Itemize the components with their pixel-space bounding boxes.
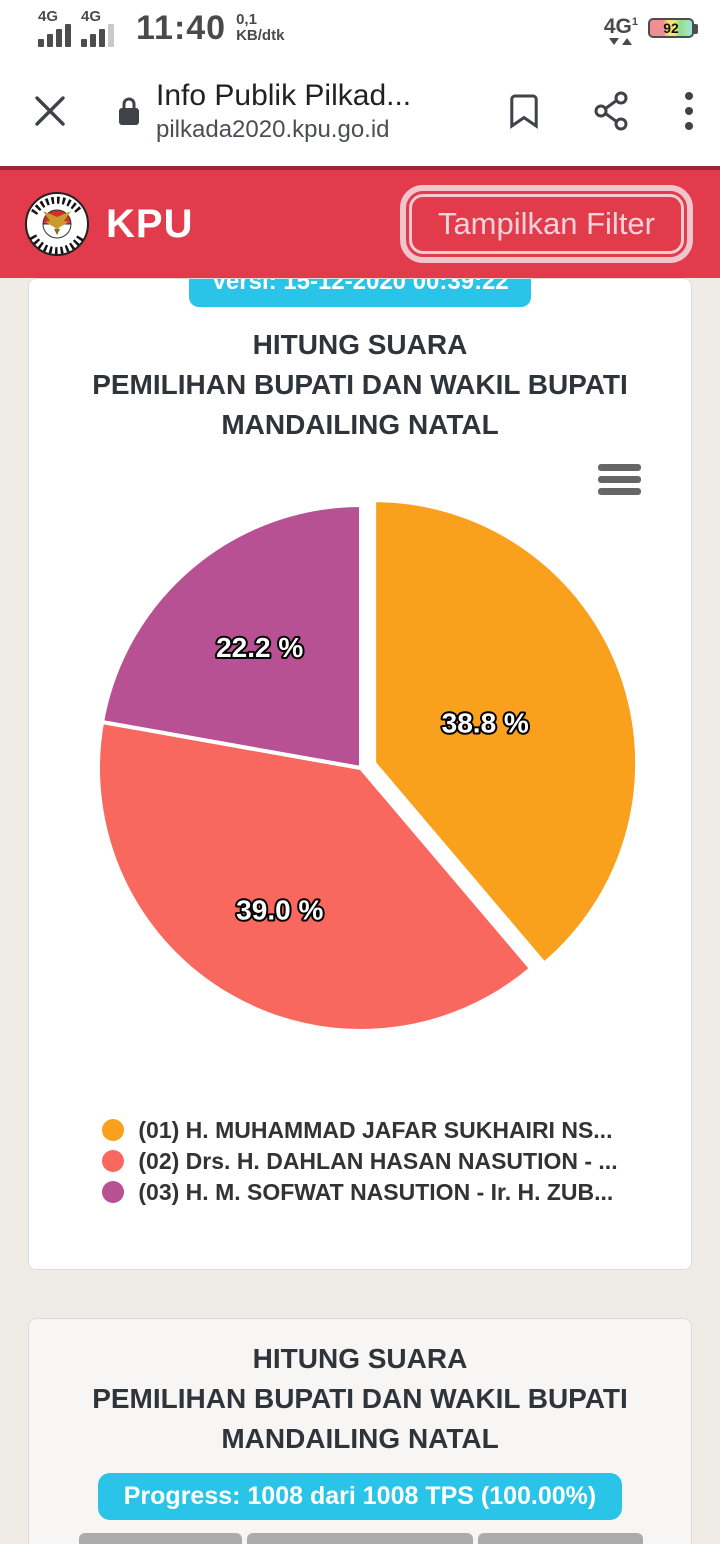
brand-name: KPU — [106, 201, 194, 246]
page-title: Info Publik Pilkad... — [156, 79, 412, 112]
close-icon — [35, 96, 65, 126]
progress-title-line1: HITUNG SUARA — [252, 1343, 468, 1374]
data-rate-indicator: 0,1 KB/dtk — [236, 12, 284, 44]
legend-marker-icon — [102, 1181, 125, 1203]
browser-menu-button[interactable] — [682, 89, 696, 133]
table-header-cell — [478, 1533, 643, 1544]
bookmark-button[interactable] — [506, 91, 542, 131]
hamburger-icon — [598, 464, 641, 471]
chart-card: Versi: 15-12-2020 00:39:22 HITUNG SUARA … — [28, 278, 692, 1270]
status-bar: 4G 4G 11:40 0,1 KB/dtk 4G1 92 — [0, 0, 720, 56]
battery-percent: 92 — [663, 20, 679, 36]
clock: 11:40 — [136, 8, 227, 47]
legend-item-1[interactable]: (01) H. MUHAMMAD JAFAR SUKHAIRI NS... — [102, 1117, 617, 1143]
show-filter-button[interactable]: Tampilkan Filter — [399, 185, 694, 263]
data-rate-value: 0,1 — [236, 11, 257, 28]
bookmark-icon — [510, 94, 538, 129]
page-content: Versi: 15-12-2020 00:39:22 HITUNG SUARA … — [0, 278, 720, 1544]
pie-slice-1[interactable] — [372, 498, 640, 966]
version-badge: Versi: 15-12-2020 00:39:22 — [189, 279, 531, 307]
site-info[interactable]: Info Publik Pilkad... pilkada2020.kpu.go… — [116, 78, 492, 144]
network-sub: 1 — [631, 15, 638, 28]
legend-label: (02) Drs. H. DAHLAN HASAN NASUTION - ... — [138, 1147, 618, 1174]
legend-marker-icon — [102, 1119, 125, 1141]
signal-bars-sim2 — [81, 23, 114, 47]
battery-icon: 92 — [648, 18, 698, 38]
signal-strength-icon-sim2: 4G — [81, 7, 114, 47]
legend-label: (03) H. M. SOFWAT NASUTION - Ir. H. ZUB.… — [138, 1178, 614, 1205]
browser-toolbar: Info Publik Pilkad... pilkada2020.kpu.go… — [0, 56, 720, 166]
network-indicator-right: 4G1 — [604, 12, 638, 45]
progress-title-line3: MANDAILING NATAL — [221, 1423, 499, 1454]
progress-title-line2: PEMILIHAN BUPATI DAN WAKIL BUPATI — [92, 1383, 628, 1414]
chart-title-line1: HITUNG SUARA — [252, 329, 468, 360]
page-url: pilkada2020.kpu.go.id — [156, 116, 390, 143]
progress-card-title: HITUNG SUARA PEMILIHAN BUPATI DAN WAKIL … — [29, 1339, 691, 1459]
network-type-label-sim2: 4G — [81, 7, 102, 25]
chart-title: HITUNG SUARA PEMILIHAN BUPATI DAN WAKIL … — [29, 325, 691, 445]
chart-title-line3: MANDAILING NATAL — [221, 409, 499, 440]
results-table-header — [79, 1533, 643, 1544]
pie-slice-label-3: 22.2 % — [216, 632, 303, 663]
table-header-cell — [79, 1533, 242, 1544]
data-activity-arrows-icon — [609, 37, 633, 45]
data-rate-unit: KB/dtk — [236, 27, 285, 44]
progress-badge: Progress: 1008 dari 1008 TPS (100.00%) — [97, 1473, 623, 1520]
legend-item-3[interactable]: (03) H. M. SOFWAT NASUTION - Ir. H. ZUB.… — [102, 1179, 617, 1205]
signal-strength-icon-sim1: 4G — [38, 7, 71, 47]
pie-slice-2[interactable] — [96, 719, 534, 1033]
share-icon — [594, 91, 628, 131]
chart-title-line2: PEMILIHAN BUPATI DAN WAKIL BUPATI — [92, 369, 628, 400]
pie-chart: 38.8 % 39.0 % 22.2 % — [96, 498, 640, 1033]
app-header: KPU Tampilkan Filter — [0, 166, 720, 278]
more-vertical-icon — [685, 92, 693, 130]
legend-marker-icon — [102, 1150, 125, 1172]
legend-item-2[interactable]: (02) Drs. H. DAHLAN HASAN NASUTION - ... — [102, 1147, 618, 1174]
progress-card: HITUNG SUARA PEMILIHAN BUPATI DAN WAKIL … — [28, 1318, 692, 1544]
pie-slice-label-1: 38.8 % — [442, 707, 529, 738]
signal-bars-sim1 — [38, 23, 71, 47]
pie-slice-3[interactable] — [100, 503, 363, 770]
pie-slice-label-2: 39.0 % — [236, 894, 323, 925]
chart-context-menu-button[interactable] — [598, 464, 641, 495]
kpu-logo — [25, 192, 89, 256]
lock-icon — [119, 97, 139, 125]
chart-legend: (01) H. MUHAMMAD JAFAR SUKHAIRI NS... (02… — [29, 1117, 691, 1205]
legend-label: (01) H. MUHAMMAD JAFAR SUKHAIRI NS... — [138, 1116, 613, 1143]
close-tab-button[interactable] — [30, 91, 70, 131]
network-type-label-sim1: 4G — [38, 7, 59, 25]
table-header-cell — [247, 1533, 473, 1544]
share-button[interactable] — [592, 90, 632, 132]
